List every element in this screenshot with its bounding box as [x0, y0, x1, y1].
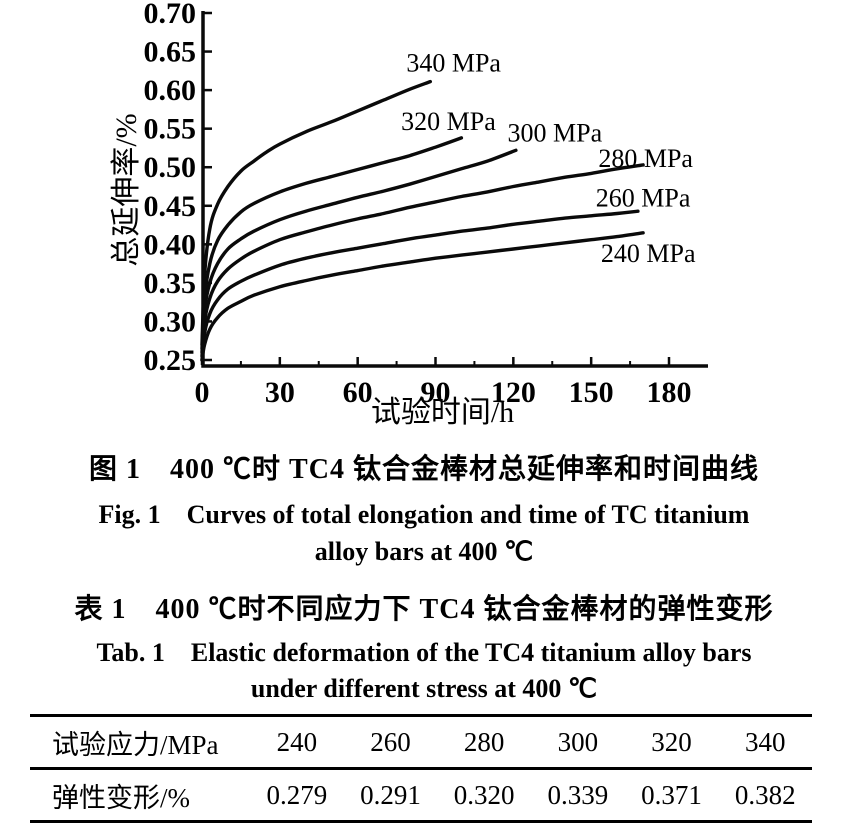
- x-tick-label: 90: [421, 376, 451, 409]
- axis-lines: [201, 11, 708, 368]
- x-tick-label: 120: [491, 376, 536, 409]
- elastic-value: 0.279: [266, 779, 328, 810]
- figure-caption-en-line1: Fig. 1 Curves of total elongation and ti…: [98, 500, 750, 529]
- y-tick-label: 0.40: [144, 228, 197, 261]
- y-tick-label: 0.35: [144, 267, 197, 300]
- elastic-value: 0.339: [547, 779, 609, 810]
- table-title-en-line1: Tab. 1 Elastic deformation of the TC4 ti…: [96, 638, 752, 667]
- stress-value: 300: [557, 726, 599, 757]
- y-tick-label: 0.45: [144, 190, 197, 223]
- stress-value: 280: [463, 726, 505, 757]
- curve-label-240-MPa: 240 MPa: [601, 239, 696, 268]
- elastic-deformation-row: 弹性变形/% 0.279 0.291 0.320 0.339 0.371 0.3…: [30, 770, 812, 823]
- x-tick-label: 30: [265, 376, 295, 409]
- elastic-row-label: 弹性变形/%: [52, 782, 190, 813]
- y-tick-label: 0.70: [144, 0, 197, 30]
- figure-caption-zh: 图 1 400 ℃时 TC4 钛合金棒材总延伸率和时间曲线: [89, 454, 759, 485]
- curve-260-MPa: [200, 209, 640, 362]
- stress-value: 240: [276, 726, 318, 757]
- table-title-en-line2: under different stress at 400 ℃: [250, 674, 598, 703]
- curve-300-MPa: [200, 148, 518, 354]
- y-tick-label: 0.65: [144, 36, 197, 69]
- stress-header-row: 试验应力/MPa 240 260 280 300 320 340: [30, 717, 812, 770]
- figure-1-chart-area: 0.25 0.30 0.35 0.40 0.45 0.50 0.55 0.60 0.65 0.70…: [110, 0, 708, 429]
- curve-240-MPa: [200, 231, 645, 362]
- elastic-deformation-table: 试验应力/MPa 240 260 280 300 320 340 弹性变形/% …: [30, 714, 812, 823]
- table-title-zh: 表 1 400 ℃时不同应力下 TC4 钛合金棒材的弹性变形: [74, 594, 774, 625]
- stress-row-label: 试验应力/MPa: [52, 729, 219, 760]
- curve-label-340-MPa: 340 MPa: [406, 48, 501, 77]
- x-axis-title: 试验时间/h: [371, 396, 514, 429]
- curve-label-300-MPa: 300 MPa: [508, 119, 603, 148]
- x-tick-label: 180: [647, 376, 692, 409]
- elastic-value: 0.382: [734, 779, 796, 810]
- stress-value: 260: [370, 726, 411, 757]
- elastic-value: 0.320: [453, 779, 515, 810]
- y-tick-label: 0.30: [144, 305, 197, 338]
- y-tick-label: 0.60: [144, 74, 197, 107]
- y-axis-title: 总延伸率/%: [110, 113, 143, 266]
- y-tick-label: 0.55: [144, 113, 197, 146]
- curve-320-MPa: [200, 136, 464, 351]
- elastic-value: 0.371: [641, 779, 702, 810]
- stress-value: 320: [651, 726, 692, 757]
- curve-340-MPa: [200, 79, 432, 347]
- elongation-time-chart: 0.25 0.30 0.35 0.40 0.45 0.50 0.55 0.60 0.65 0.70…: [110, 0, 708, 429]
- curve-280-MPa: [200, 163, 645, 358]
- y-tick-label: 0.25: [144, 344, 197, 377]
- curve-label-320-MPa: 320 MPa: [401, 107, 496, 136]
- figure-caption-en-line2: alloy bars at 400 ℃: [314, 537, 534, 566]
- x-tick-label: 0: [195, 376, 210, 409]
- curve-label-260-MPa: 260 MPa: [596, 183, 691, 212]
- elastic-value: 0.291: [360, 779, 421, 810]
- stress-value: 340: [744, 726, 786, 757]
- y-tick-label: 0.50: [144, 151, 197, 184]
- x-tick-label: 150: [569, 376, 614, 409]
- curve-label-280-MPa: 280 MPa: [598, 144, 693, 173]
- x-tick-label: 60: [343, 376, 373, 409]
